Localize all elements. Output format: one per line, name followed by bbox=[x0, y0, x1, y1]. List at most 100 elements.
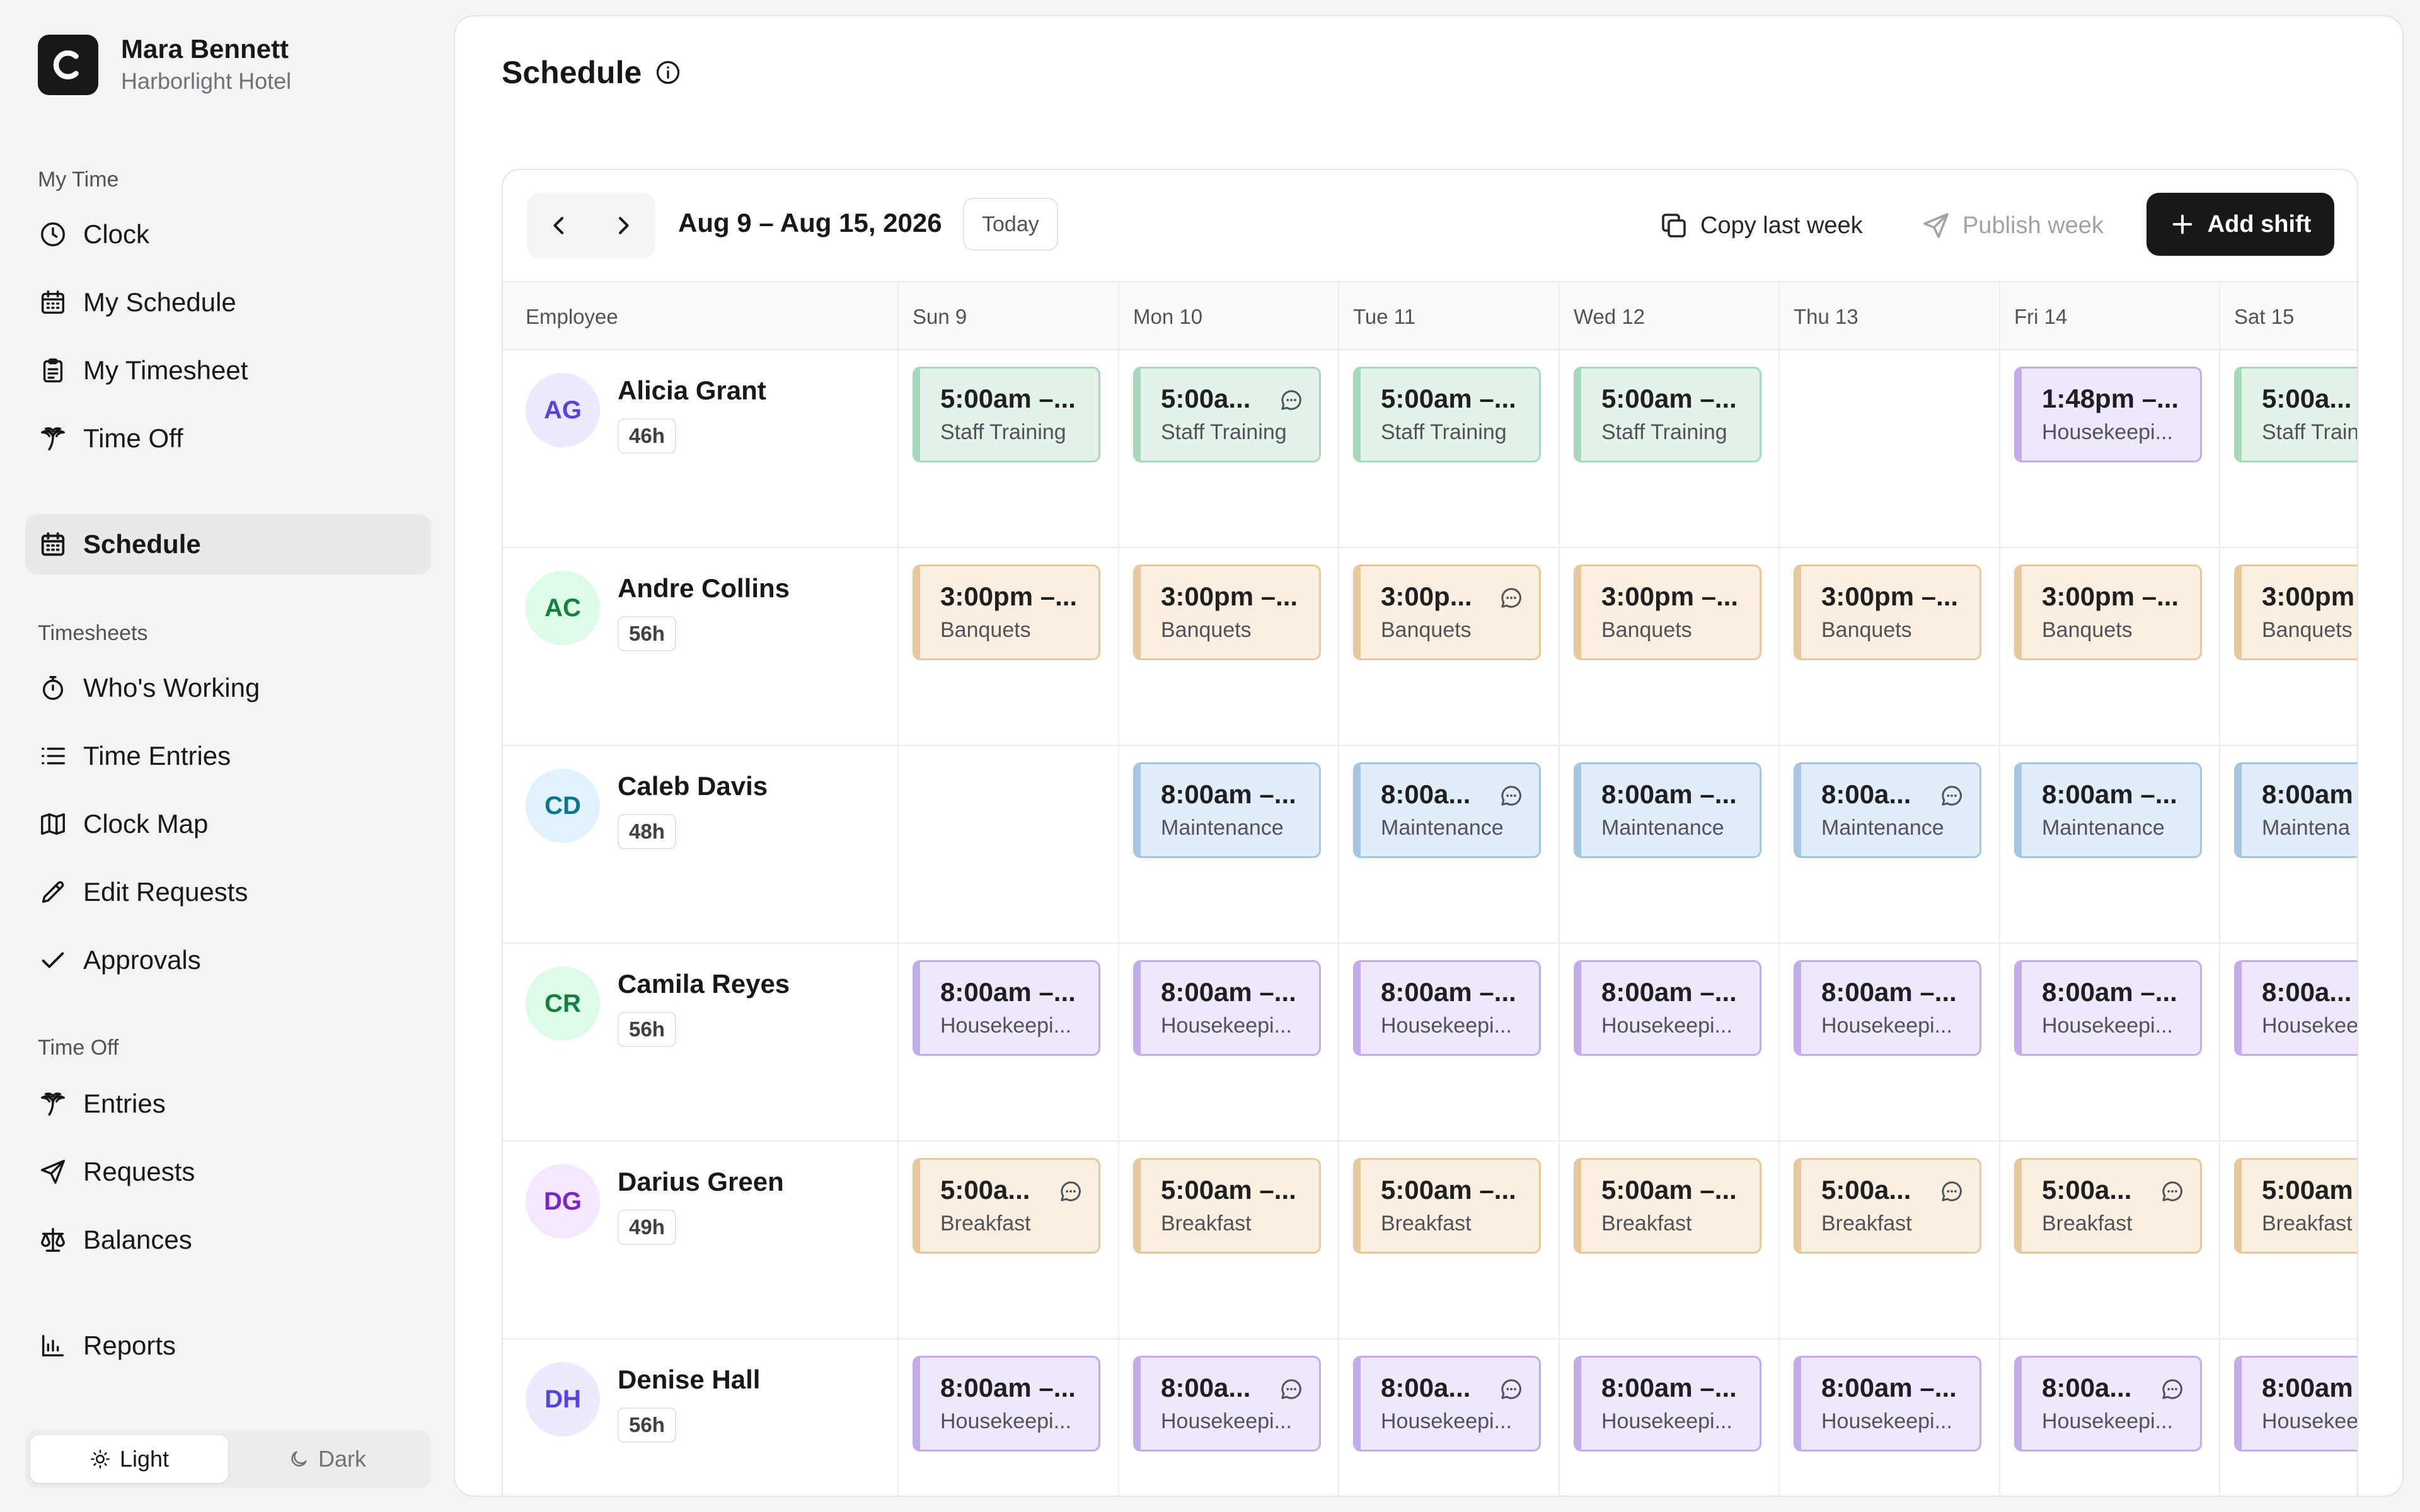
shift-card[interactable]: 5:00a... Breakfast bbox=[913, 1158, 1100, 1254]
info-icon[interactable] bbox=[654, 59, 682, 86]
shift-card[interactable]: 8:00am –... Housekeepi... bbox=[1574, 960, 1761, 1056]
nav-clock[interactable]: Clock bbox=[25, 204, 431, 265]
shift-card[interactable]: 5:00a... Staff Traini bbox=[2234, 367, 2357, 462]
shift-card[interactable]: 8:00am –... Housekeepi... bbox=[913, 960, 1100, 1056]
shift-card[interactable]: 8:00am –... Housekeepi... bbox=[1574, 1356, 1761, 1452]
shift-card[interactable]: 8:00am –... Housekeepi... bbox=[913, 1356, 1100, 1452]
avatar[interactable]: DH bbox=[526, 1362, 600, 1436]
nav-edit-requests[interactable]: Edit Requests bbox=[25, 862, 431, 922]
shift-card[interactable]: 8:00a... Maintenance bbox=[1794, 762, 1981, 858]
avatar[interactable]: CD bbox=[526, 769, 600, 843]
employee-name[interactable]: Denise Hall bbox=[618, 1365, 761, 1394]
nav-label: Time Off bbox=[83, 423, 183, 453]
shift-card[interactable]: 8:00am –... Housekeepi... bbox=[1794, 1356, 1981, 1452]
employee-name[interactable]: Andre Collins bbox=[618, 573, 790, 603]
column-header-day: Mon 10 bbox=[1133, 305, 1203, 328]
shift-card[interactable]: 8:00a... Housekee bbox=[2234, 960, 2357, 1056]
nav-my-timesheet[interactable]: My Timesheet bbox=[25, 340, 431, 401]
shift-time: 8:00am –... bbox=[940, 1373, 1076, 1402]
shift-card[interactable]: 8:00am –... Maintenance bbox=[2014, 762, 2202, 858]
shift-card[interactable]: 8:00a... Housekeepi... bbox=[1353, 1356, 1541, 1452]
shift-card[interactable]: 8:00am –... Housekeepi... bbox=[2014, 960, 2202, 1056]
shift-card[interactable]: 3:00pm –... Banquets bbox=[2014, 564, 2202, 660]
shift-card[interactable]: 5:00a... Breakfast bbox=[1794, 1158, 1981, 1254]
nav-time-off-entries[interactable]: Entries bbox=[25, 1074, 431, 1134]
shift-card[interactable]: 8:00am –... Housekeepi... bbox=[1353, 960, 1541, 1056]
employee-name[interactable]: Darius Green bbox=[618, 1167, 784, 1196]
shift-role: Housekeepi... bbox=[1161, 1409, 1292, 1433]
shift-card[interactable]: 8:00am –... Housekeepi... bbox=[1794, 960, 1981, 1056]
theme-light-button[interactable]: Light bbox=[30, 1435, 228, 1483]
employee-name[interactable]: Alicia Grant bbox=[618, 375, 766, 405]
column-divider bbox=[1559, 281, 1560, 1496]
account-switcher[interactable]: Mara Bennett Harborlight Hotel bbox=[38, 33, 291, 97]
shift-card[interactable]: 5:00a... Staff Training bbox=[1133, 367, 1321, 462]
today-button[interactable]: Today bbox=[963, 198, 1058, 251]
nav-time-off-requests[interactable]: Requests bbox=[25, 1142, 431, 1202]
nav-approvals[interactable]: Approvals bbox=[25, 930, 431, 990]
column-header-employee: Employee bbox=[526, 305, 618, 328]
avatar[interactable]: DG bbox=[526, 1164, 600, 1239]
nav-time-entries[interactable]: Time Entries bbox=[25, 726, 431, 786]
main-panel: Schedule Aug 9 – Aug 15, 2026 Today Copy… bbox=[454, 15, 2404, 1497]
shift-role: Breakfast bbox=[1601, 1211, 1692, 1235]
shift-role: Breakfast bbox=[1381, 1211, 1472, 1235]
previous-week-button[interactable] bbox=[534, 200, 584, 251]
shift-card[interactable]: 8:00am –... Maintenance bbox=[1574, 762, 1761, 858]
employee-name[interactable]: Caleb Davis bbox=[618, 771, 768, 801]
shift-card[interactable]: 8:00a... Housekeepi... bbox=[2014, 1356, 2202, 1452]
nav-clock-map[interactable]: Clock Map bbox=[25, 794, 431, 854]
shift-card[interactable]: 3:00p... Banquets bbox=[1353, 564, 1541, 660]
publish-week-button[interactable]: Publish week bbox=[1921, 203, 2104, 248]
shift-card[interactable]: 5:00am Breakfast bbox=[2234, 1158, 2357, 1254]
nav-my-schedule[interactable]: My Schedule bbox=[25, 272, 431, 333]
nav-whos-working[interactable]: Who's Working bbox=[25, 658, 431, 718]
shift-role: Breakfast bbox=[1161, 1211, 1252, 1235]
avatar[interactable]: CR bbox=[526, 966, 600, 1041]
next-week-button[interactable] bbox=[598, 200, 648, 251]
column-divider bbox=[1999, 281, 2000, 1496]
shift-card[interactable]: 8:00am –... Housekeepi... bbox=[1133, 960, 1321, 1056]
shift-time: 5:00am bbox=[2262, 1175, 2353, 1205]
comment-icon bbox=[2160, 1179, 2185, 1204]
shift-card[interactable]: 5:00am –... Staff Training bbox=[1574, 367, 1761, 462]
shift-time: 8:00am –... bbox=[1601, 977, 1737, 1007]
shift-card[interactable]: 8:00a... Maintenance bbox=[1353, 762, 1541, 858]
shift-card[interactable]: 3:00pm –... Banquets bbox=[1574, 564, 1761, 660]
shift-card[interactable]: 3:00pm –... Banquets bbox=[1133, 564, 1321, 660]
shift-card[interactable]: 5:00am –... Breakfast bbox=[1133, 1158, 1321, 1254]
moon-icon bbox=[291, 1451, 307, 1467]
calendar-icon bbox=[38, 287, 68, 318]
shift-card[interactable]: 8:00am Housekee bbox=[2234, 1356, 2357, 1452]
avatar[interactable]: AC bbox=[526, 571, 600, 645]
nav-schedule[interactable]: Schedule bbox=[25, 514, 431, 575]
shift-card[interactable]: 5:00am –... Staff Training bbox=[1353, 367, 1541, 462]
shift-card[interactable]: 3:00pm –... Banquets bbox=[913, 564, 1100, 660]
theme-dark-label: Dark bbox=[318, 1446, 366, 1472]
scheduled-hours-badge: 56h bbox=[618, 616, 676, 651]
shift-card[interactable]: 5:00am –... Breakfast bbox=[1574, 1158, 1761, 1254]
copy-last-week-button[interactable]: Copy last week bbox=[1659, 203, 1863, 248]
shift-card[interactable]: 3:00pm –... Banquets bbox=[1794, 564, 1981, 660]
nav-time-off[interactable]: Time Off bbox=[25, 408, 431, 469]
shift-card[interactable]: 5:00am –... Breakfast bbox=[1353, 1158, 1541, 1254]
shift-card[interactable]: 8:00a... Housekeepi... bbox=[1133, 1356, 1321, 1452]
employee-name[interactable]: Camila Reyes bbox=[618, 969, 790, 999]
nav-reports[interactable]: Reports bbox=[25, 1315, 431, 1376]
nav-balances[interactable]: Balances bbox=[25, 1210, 431, 1270]
shift-card[interactable]: 5:00a... Breakfast bbox=[2014, 1158, 2202, 1254]
comment-icon bbox=[1499, 1377, 1524, 1402]
add-shift-button[interactable]: Add shift bbox=[2146, 193, 2334, 256]
employee-row: AC Andre Collins 56h 3:00pm –... Banquets 3:0… bbox=[503, 548, 2357, 746]
shift-card[interactable]: 8:00am Maintena bbox=[2234, 762, 2357, 858]
shift-card[interactable]: 1:48pm –... Housekeepi... bbox=[2014, 367, 2202, 462]
theme-dark-button[interactable]: Dark bbox=[228, 1435, 426, 1483]
avatar[interactable]: AG bbox=[526, 373, 600, 447]
shift-time: 5:00am –... bbox=[1381, 1175, 1516, 1205]
shift-time: 5:00am –... bbox=[1161, 1175, 1296, 1205]
shift-card[interactable]: 8:00am –... Maintenance bbox=[1133, 762, 1321, 858]
schedule-grid: Aug 9 – Aug 15, 2026 Today Copy last wee… bbox=[502, 169, 2358, 1496]
shift-card[interactable]: 5:00am –... Staff Training bbox=[913, 367, 1100, 462]
nav-label: Who's Working bbox=[83, 673, 260, 702]
shift-card[interactable]: 3:00pm Banquets bbox=[2234, 564, 2357, 660]
